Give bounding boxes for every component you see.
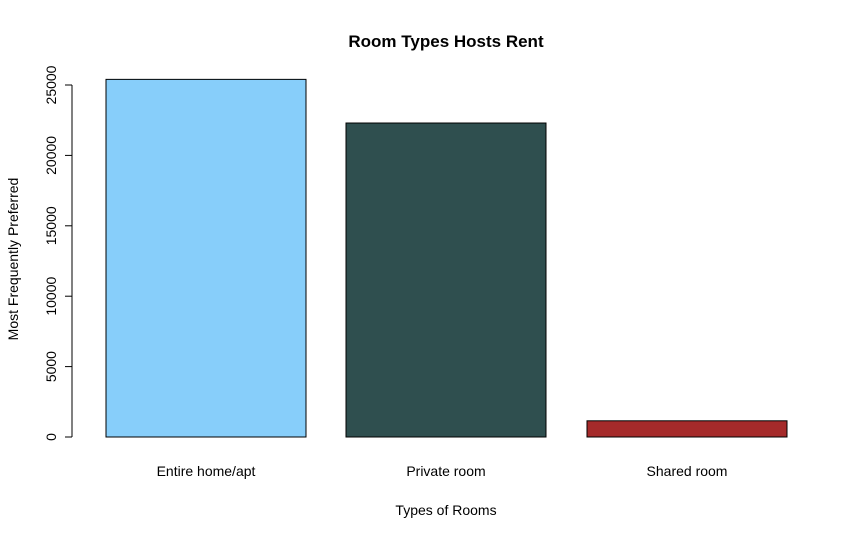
y-axis: 0 5000 10000 15000 20000 25000 [43,65,73,441]
bar-entire-home-apt [105,78,307,438]
x-category-label: Shared room [647,463,728,479]
y-tick-label: 5000 [43,351,59,382]
y-tick-label: 15000 [43,206,59,245]
x-category-label: Private room [406,463,485,479]
chart-title: Room Types Hosts Rent [348,32,544,51]
y-tick-label: 10000 [43,277,59,316]
bar-shared-room [586,420,788,438]
bar-private-room [345,122,547,438]
y-tick-label: 20000 [43,136,59,175]
y-tick-label: 0 [43,433,59,441]
x-axis-label: Types of Rooms [395,502,496,518]
y-tick-label: 25000 [43,65,59,104]
x-category-label: Entire home/apt [157,463,256,479]
y-axis-label: Most Frequently Preferred [5,178,21,341]
category-labels: Entire home/apt Private room Shared room [157,463,728,479]
bars-group [105,78,788,438]
